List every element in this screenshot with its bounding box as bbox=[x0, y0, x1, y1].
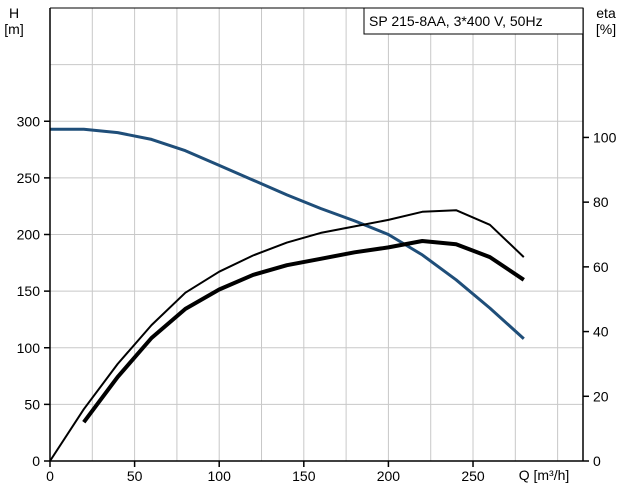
series-2-point bbox=[489, 224, 490, 225]
series-1-point bbox=[489, 308, 490, 309]
series-3-point bbox=[523, 279, 524, 280]
title-box bbox=[363, 7, 584, 35]
y2-tick-label: 20 bbox=[593, 388, 609, 404]
series-1-point bbox=[185, 150, 186, 151]
y2-tick-label: 80 bbox=[593, 194, 609, 210]
y-tick-label: 100 bbox=[17, 340, 41, 356]
y-tick-label: 0 bbox=[32, 453, 40, 469]
series-2-point bbox=[320, 232, 321, 233]
y2-tick-label: 60 bbox=[593, 259, 609, 275]
y-axis-title: H bbox=[9, 5, 19, 21]
series-2-point bbox=[151, 325, 152, 326]
x-tick-label: 100 bbox=[208, 468, 232, 484]
series-3-point bbox=[117, 376, 118, 377]
series-3-point bbox=[83, 422, 84, 423]
y-tick-label: 50 bbox=[24, 396, 40, 412]
x-tick-label: 200 bbox=[377, 468, 401, 484]
series-2-point bbox=[456, 210, 457, 211]
series-3-point bbox=[388, 247, 389, 248]
series-3-point bbox=[253, 274, 254, 275]
series-1-point bbox=[523, 338, 524, 339]
series-3-point bbox=[320, 258, 321, 259]
y-tick-label: 250 bbox=[17, 170, 41, 186]
y2-axis-unit: [%] bbox=[596, 21, 616, 37]
series-3-point bbox=[219, 289, 220, 290]
series-2-point bbox=[219, 271, 220, 272]
y2-tick-label: 100 bbox=[593, 129, 617, 145]
series-2-point bbox=[83, 409, 84, 410]
series-line-2 bbox=[49, 209, 525, 462]
series-1-point bbox=[83, 129, 84, 130]
series-3-point bbox=[151, 338, 152, 339]
y-tick-label: 150 bbox=[17, 283, 41, 299]
series-2-point bbox=[354, 226, 355, 227]
series-3-point bbox=[489, 257, 490, 258]
series-3-point bbox=[354, 252, 355, 253]
series-2-point bbox=[253, 255, 254, 256]
series-3-point bbox=[286, 265, 287, 266]
x-tick-label: 0 bbox=[46, 468, 54, 484]
series-1-point bbox=[219, 165, 220, 166]
series-1-point bbox=[388, 234, 389, 235]
y-tick-label: 300 bbox=[17, 113, 41, 129]
series-line-1 bbox=[50, 127, 525, 340]
series-2-point bbox=[388, 219, 389, 220]
series-1-point bbox=[320, 208, 321, 209]
series-1-point bbox=[253, 180, 254, 181]
series-1-point bbox=[117, 132, 118, 133]
series-3-point bbox=[422, 240, 423, 241]
y-axis-unit: [m] bbox=[4, 21, 23, 37]
chart-title: SP 215-8AA, 3*400 V, 50Hz bbox=[369, 13, 543, 29]
series-3-point bbox=[185, 308, 186, 309]
series-1-point bbox=[456, 279, 457, 280]
series-line-3 bbox=[82, 239, 525, 424]
series-2-point bbox=[117, 363, 118, 364]
series-1-point bbox=[354, 220, 355, 221]
series-1-point bbox=[422, 254, 423, 255]
series-1-point bbox=[66, 129, 67, 130]
x-tick-label: 50 bbox=[127, 468, 143, 484]
series-1-point bbox=[151, 139, 152, 140]
y2-tick-label: 40 bbox=[593, 324, 609, 340]
x-tick-label: 250 bbox=[461, 468, 485, 484]
x-axis-title: Q [m³/h] bbox=[519, 467, 570, 483]
y2-tick-label: 0 bbox=[593, 453, 601, 469]
x-tick-label: 150 bbox=[292, 468, 316, 484]
series-1-point bbox=[286, 194, 287, 195]
series-2-point bbox=[422, 211, 423, 212]
series-2-point bbox=[286, 242, 287, 243]
series-2-point bbox=[523, 257, 524, 258]
series-3-point bbox=[456, 244, 457, 245]
series-2-point bbox=[185, 292, 186, 293]
y-tick-label: 200 bbox=[17, 227, 41, 243]
y2-axis-title: eta bbox=[596, 5, 616, 21]
